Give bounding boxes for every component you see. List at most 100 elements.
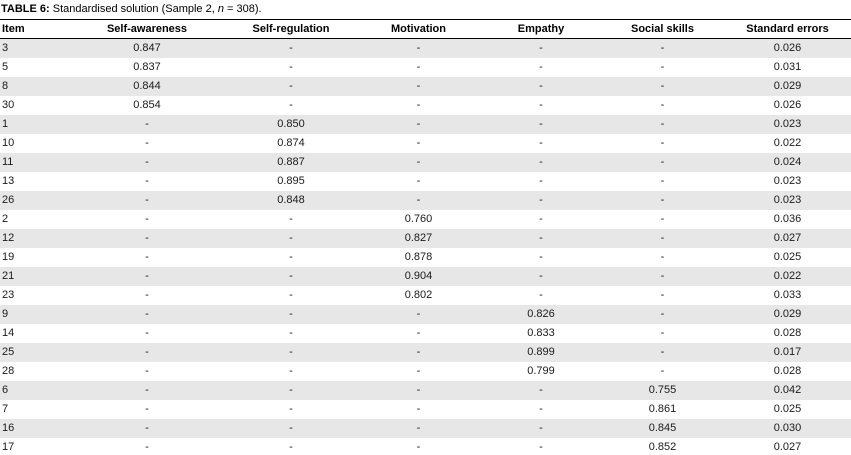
- standardised-solution-table: Item Self-awareness Self-regulation Motivat…: [0, 19, 851, 455]
- value-cell: -: [145, 422, 149, 434]
- value-cell: -: [539, 232, 543, 244]
- value-cell: 0.861: [648, 403, 677, 415]
- table-caption: TABLE 6: Standardised solution (Sample 2…: [0, 0, 851, 19]
- value-cell: -: [539, 175, 543, 187]
- table-row: 14 - - - 0.833 - 0.028: [0, 324, 851, 343]
- item-cell: 5: [2, 61, 9, 73]
- value-cell: 0.854: [133, 99, 161, 111]
- value-cell: 0.878: [404, 251, 433, 263]
- value-cell: -: [145, 232, 149, 244]
- value-cell: 0.895: [277, 175, 305, 187]
- table-row: 7 - - - - 0.861 0.025: [0, 400, 851, 419]
- value-cell: -: [416, 308, 421, 320]
- column-header-motivation: Motivation: [356, 19, 481, 39]
- value-cell: -: [145, 289, 149, 301]
- value-cell: -: [289, 99, 293, 111]
- value-cell: -: [289, 213, 293, 225]
- value-cell: -: [660, 156, 665, 168]
- table-row: 12 - - 0.827 - - 0.027: [0, 229, 851, 248]
- value-cell: -: [539, 61, 543, 73]
- table-header-row: Item Self-awareness Self-regulation Motivat…: [0, 19, 851, 39]
- value-cell: -: [416, 175, 421, 187]
- value-cell: -: [289, 270, 293, 282]
- value-cell: 0.874: [277, 137, 305, 149]
- value-cell: -: [145, 327, 149, 339]
- value-cell: 0.799: [527, 365, 555, 377]
- value-cell: -: [539, 251, 543, 263]
- value-cell: 0.023: [773, 118, 802, 130]
- table-row: 23 - - 0.802 - - 0.033: [0, 286, 851, 305]
- value-cell: 0.026: [773, 42, 802, 54]
- value-cell: -: [416, 346, 421, 358]
- value-cell: 0.029: [773, 308, 802, 320]
- table-row: 1 - 0.850 - - - 0.023: [0, 115, 851, 134]
- value-cell: 0.026: [773, 99, 802, 111]
- value-cell: 0.755: [648, 384, 677, 396]
- item-cell: 30: [2, 99, 15, 111]
- value-cell: -: [660, 118, 665, 130]
- value-cell: -: [539, 42, 543, 54]
- value-cell: -: [660, 61, 665, 73]
- value-cell: -: [660, 42, 665, 54]
- value-cell: -: [145, 403, 149, 415]
- value-cell: 0.017: [773, 346, 802, 358]
- table-row: 16 - - - - 0.845 0.030: [0, 419, 851, 438]
- value-cell: -: [416, 156, 421, 168]
- item-cell: 8: [2, 80, 9, 92]
- value-cell: -: [539, 156, 543, 168]
- value-cell: 0.023: [773, 194, 802, 206]
- value-cell: 0.845: [648, 422, 677, 434]
- item-cell: 3: [2, 42, 9, 54]
- item-cell: 25: [2, 346, 15, 358]
- value-cell: -: [660, 232, 665, 244]
- table-row: 8 0.844 - - - - 0.029: [0, 77, 851, 96]
- value-cell: 0.022: [773, 137, 802, 149]
- value-cell: -: [145, 137, 149, 149]
- value-cell: -: [660, 251, 665, 263]
- value-cell: -: [539, 194, 543, 206]
- value-cell: 0.760: [404, 213, 433, 225]
- value-cell: 0.031: [773, 61, 802, 73]
- value-cell: -: [145, 384, 149, 396]
- value-cell: -: [289, 365, 293, 377]
- item-cell: 21: [2, 270, 15, 282]
- value-cell: -: [145, 194, 149, 206]
- table-body: 3 0.847 - - - - 0.026 5 0.837 - - - - 0.031 8 0.844 - - - -…: [0, 38, 851, 455]
- value-cell: -: [660, 194, 665, 206]
- value-cell: -: [660, 346, 665, 358]
- value-cell: -: [660, 137, 665, 149]
- value-cell: 0.844: [133, 80, 161, 92]
- table-head: Item Self-awareness Self-regulation Motivat…: [0, 19, 851, 39]
- value-cell: 0.028: [773, 365, 802, 377]
- value-cell: -: [416, 80, 421, 92]
- value-cell: 0.036: [773, 213, 802, 225]
- table-row: 25 - - - 0.899 - 0.017: [0, 343, 851, 362]
- value-cell: -: [660, 308, 665, 320]
- value-cell: -: [145, 365, 149, 377]
- value-cell: 0.826: [527, 308, 555, 320]
- column-header-self-awareness: Self-awareness: [68, 19, 226, 39]
- value-cell: -: [539, 403, 543, 415]
- value-cell: -: [289, 308, 293, 320]
- column-header-social-skills: Social skills: [601, 19, 724, 39]
- value-cell: -: [289, 42, 293, 54]
- value-cell: -: [660, 289, 665, 301]
- value-cell: -: [416, 137, 421, 149]
- value-cell: 0.027: [724, 438, 851, 455]
- value-cell: -: [289, 289, 293, 301]
- value-cell: 0.850: [277, 118, 305, 130]
- value-cell: 0.027: [773, 232, 802, 244]
- value-cell: -: [356, 438, 481, 455]
- value-cell: -: [289, 80, 293, 92]
- value-cell: -: [68, 438, 226, 455]
- value-cell: -: [289, 327, 293, 339]
- table-row: 6 - - - - 0.755 0.042: [0, 381, 851, 400]
- table-caption-text: Standardised solution (Sample 2,: [49, 3, 218, 15]
- item-cell: 12: [2, 232, 15, 244]
- table-row: 13 - 0.895 - - - 0.023: [0, 172, 851, 191]
- value-cell: 0.024: [773, 156, 802, 168]
- value-cell: -: [660, 80, 665, 92]
- value-cell: -: [660, 99, 665, 111]
- value-cell: -: [660, 365, 665, 377]
